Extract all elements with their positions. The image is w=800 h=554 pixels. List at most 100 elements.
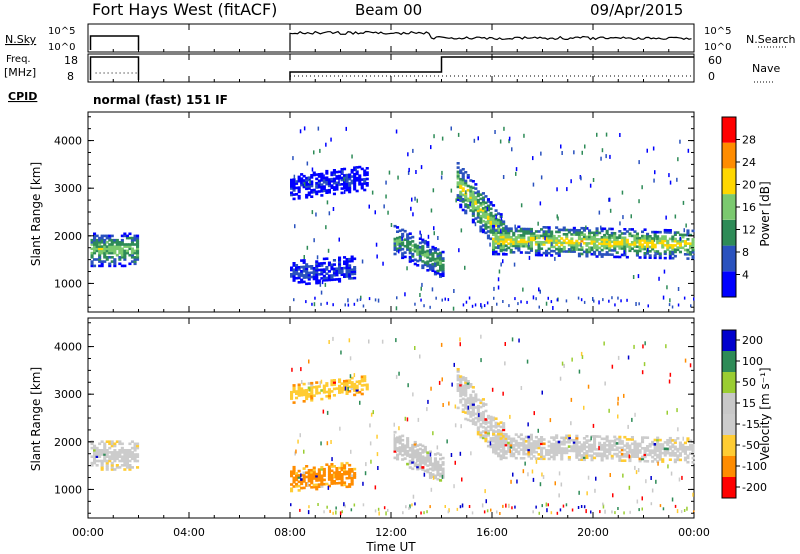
heatmap-cell <box>315 477 319 480</box>
heatmap-cell <box>676 458 680 462</box>
scatter-cell <box>474 222 477 227</box>
heatmap-cell <box>93 241 97 244</box>
heatmap-cell <box>651 243 655 247</box>
heatmap-cell <box>522 444 526 447</box>
heatmap-cell <box>350 168 354 172</box>
heatmap-cell <box>577 445 581 449</box>
heatmap-cell <box>305 395 309 398</box>
scatter-cell <box>503 126 505 131</box>
heatmap-cell <box>305 475 309 479</box>
heatmap-cell <box>479 227 483 231</box>
heatmap-cell <box>396 440 400 444</box>
scatter-cell <box>408 167 410 172</box>
heatmap-cell <box>358 178 362 182</box>
heatmap-cell <box>540 438 544 441</box>
heatmap-cell <box>340 273 344 276</box>
heatmap-cell <box>345 180 349 183</box>
heatmap-cell <box>509 251 513 254</box>
heatmap-cell <box>332 192 336 196</box>
scatter-cell <box>608 197 611 202</box>
heatmap-cell <box>338 170 342 174</box>
heatmap-cell <box>641 230 645 234</box>
heatmap-cell <box>486 206 490 210</box>
x-tick-label: 00:00 <box>678 526 710 539</box>
near-range-cell <box>662 507 665 511</box>
heatmap-cell <box>527 232 531 235</box>
heatmap-cell <box>459 184 463 187</box>
heatmap-cell <box>567 441 571 444</box>
heatmap-cell <box>638 236 642 240</box>
heatmap-cell <box>691 257 695 260</box>
scatter-cell <box>545 301 548 306</box>
heatmap-cell <box>580 248 584 251</box>
beam-title: Beam 00 <box>355 1 422 19</box>
heatmap-cell <box>552 442 556 446</box>
heatmap-cell <box>600 448 604 451</box>
heatmap-cell <box>340 390 344 394</box>
heatmap-cell <box>492 227 496 230</box>
heatmap-cell <box>595 238 599 241</box>
scatter-cell <box>307 177 310 181</box>
heatmap-cell <box>421 461 425 465</box>
scatter-cell <box>341 169 343 174</box>
heatmap-cell <box>499 213 503 216</box>
scatter-cell <box>317 126 320 131</box>
heatmap-cell <box>683 456 687 460</box>
heatmap-cell <box>481 410 485 414</box>
scatter-cell <box>369 423 371 428</box>
heatmap-cell <box>345 266 349 270</box>
heatmap-cell <box>489 231 493 234</box>
scatter-cell <box>539 201 542 206</box>
heatmap-cell <box>540 442 544 446</box>
heatmap-cell <box>105 451 109 454</box>
heatmap-cell <box>479 435 483 439</box>
heatmap-cell <box>489 222 493 226</box>
heatmap-cell <box>625 230 629 233</box>
heatmap-cell <box>406 445 410 449</box>
heatmap-cell <box>481 228 485 232</box>
heatmap-cell <box>393 224 397 228</box>
heatmap-cell <box>661 443 665 446</box>
heatmap-cell <box>338 466 342 470</box>
heatmap-cell <box>519 448 523 451</box>
heatmap-cell <box>658 241 662 245</box>
scatter-cell <box>478 413 480 418</box>
heatmap-cell <box>522 238 526 241</box>
heatmap-cell <box>436 465 440 468</box>
colorbar-segment <box>722 117 736 143</box>
heatmap-cell <box>630 436 634 439</box>
heatmap-cell <box>471 407 475 411</box>
heatmap-cell <box>108 249 112 253</box>
scatter-cell <box>627 424 629 429</box>
heatmap-cell <box>504 456 508 460</box>
scatter-cell <box>645 479 647 484</box>
heatmap-cell <box>537 251 541 255</box>
heatmap-cell <box>582 250 586 254</box>
heatmap-cell <box>585 441 589 444</box>
scatter-cell <box>552 306 554 310</box>
heatmap-cell <box>567 434 571 438</box>
scatter-cell <box>592 178 595 182</box>
heatmap-cell <box>529 232 533 235</box>
heatmap-cell <box>441 257 445 260</box>
heatmap-cell <box>570 241 574 245</box>
heatmap-cell <box>494 235 498 239</box>
heatmap-cell <box>312 171 316 175</box>
heatmap-cell <box>105 251 109 255</box>
heatmap-cell <box>345 178 349 181</box>
heatmap-cell <box>113 453 117 456</box>
heatmap-cell <box>413 455 417 459</box>
heatmap-cell <box>590 445 594 449</box>
heatmap-cell <box>613 448 617 452</box>
colorbar-tick-label: 4 <box>742 269 749 282</box>
heatmap-cell <box>502 448 506 451</box>
scatter-cell <box>343 189 346 194</box>
heatmap-cell <box>648 451 652 455</box>
heatmap-cell <box>486 215 490 218</box>
heatmap-cell <box>353 172 357 176</box>
scatter-cell <box>560 144 562 149</box>
scatter-cell <box>605 132 608 137</box>
heatmap-cell <box>428 266 432 269</box>
heatmap-cell <box>484 212 488 215</box>
heatmap-cell <box>486 208 490 212</box>
